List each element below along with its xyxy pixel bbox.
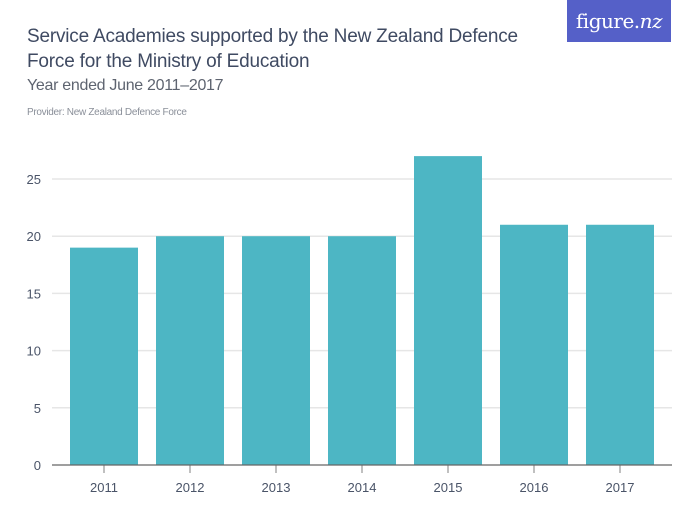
chart-subtitle: Year ended June 2011–2017	[27, 77, 224, 94]
y-tick-label: 20	[27, 229, 41, 244]
bar-2011[interactable]	[70, 247, 138, 465]
x-tick-label: 2015	[434, 480, 463, 495]
x-tick-label: 2017	[606, 480, 635, 495]
y-tick-label: 5	[34, 401, 41, 416]
data-provider: Provider: New Zealand Defence Force	[27, 107, 187, 118]
figure-nz-logo[interactable]: figure. nz	[567, 0, 671, 42]
x-tick-label: 2016	[520, 480, 549, 495]
bar-2013[interactable]	[242, 236, 310, 465]
logo-text: figure.	[575, 9, 640, 33]
y-tick-label: 25	[27, 172, 41, 187]
x-tick-label: 2011	[90, 480, 118, 495]
x-tick-label: 2014	[348, 480, 377, 495]
bar-2012[interactable]	[156, 236, 224, 465]
x-tick-label: 2013	[262, 480, 291, 495]
bar-2015[interactable]	[414, 156, 482, 465]
logo-text-suffix: nz	[639, 9, 663, 33]
y-tick-label: 0	[34, 458, 41, 473]
x-tick-label: 2012	[176, 480, 205, 495]
y-tick-label: 15	[27, 286, 41, 301]
y-tick-label: 10	[27, 344, 41, 359]
bar-2016[interactable]	[500, 224, 568, 465]
bar-2017[interactable]	[586, 224, 654, 465]
bar-2014[interactable]	[328, 236, 396, 465]
chart-title: Service Academies supported by the New Z…	[27, 26, 518, 72]
